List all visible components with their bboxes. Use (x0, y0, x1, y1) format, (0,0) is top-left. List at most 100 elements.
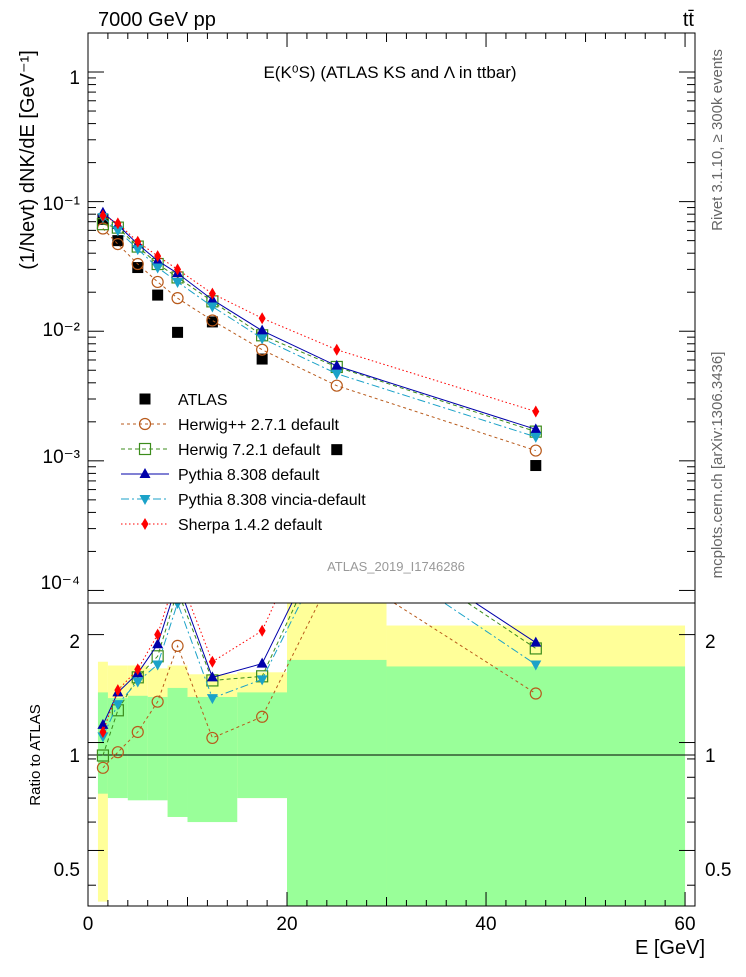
main-point-herwig-2-7-1-default-3 (151, 275, 164, 289)
main-point-sherpa-1-4-2-default-3 (154, 250, 162, 263)
axis-ticks (87, 32, 695, 906)
ratio-band-green-7 (287, 659, 387, 906)
y-tick-main-0.01: 10⁻² (43, 320, 81, 341)
header-right: tt̄ (683, 9, 695, 31)
ratio-band-green-6 (237, 692, 288, 799)
main-point-atlas-7 (331, 444, 343, 456)
ratio-point-pythia-8-308-vincia-default-2 (132, 677, 144, 688)
main-point-sherpa-1-4-2-default-6 (258, 312, 266, 325)
legend-label-sherpa-1-4-2-default: Sherpa 1.4.2 default (178, 517, 323, 534)
ratio-point-herwig-2-7-1-default-2 (131, 725, 144, 739)
ratio-point-pythia-8-308-vincia-default-7 (331, 527, 342, 537)
main-point-sherpa-1-4-2-default-1 (114, 217, 122, 230)
main-point-pythia-8-308-default-8 (530, 423, 542, 434)
legend-label-pythia-8-308-vincia-default: Pythia 8.308 vincia-default (178, 492, 366, 509)
x-axis-label: E [GeV] (635, 937, 705, 959)
legend-label-herwig-2-7-1-default: Herwig++ 2.7.1 default (178, 417, 340, 434)
mcplots-label: mcplots.cern.ch [arXiv:1306.3436] (709, 352, 726, 579)
legend-marker-pythia-8-308-default (139, 468, 151, 478)
ratio-point-herwig-2-7-1-default-5 (206, 731, 219, 745)
main-series-line-herwig-7-2-1-default (102, 223, 536, 433)
main-point-atlas-4 (172, 326, 184, 338)
ratio-point-herwig-7-2-1-default-0 (96, 749, 110, 762)
main-point-pythia-8-308-default-7 (331, 359, 343, 370)
ratio-point-pythia-8-308-default-5 (206, 671, 218, 682)
y-tick-main-1: 1 (69, 68, 80, 89)
y-tick-main-0.001: 10⁻³ (43, 447, 81, 468)
main-point-sherpa-1-4-2-default-8 (532, 405, 540, 418)
main-series-line-pythia-8-308-vincia-default (102, 216, 536, 438)
y-axis-label: (1/Nevt) dNK/dE [GeV⁻¹] (17, 50, 39, 270)
legend-label-herwig-7-2-1-default: Herwig 7.2.1 default (178, 442, 321, 459)
main-point-pythia-8-308-default-6 (256, 324, 268, 335)
main-point-pythia-8-308-vincia-default-5 (206, 302, 218, 313)
y-tick-ratio-1-right: 1 (705, 746, 716, 767)
y-tick-ratio-0.5-right: 0.5 (705, 860, 731, 881)
ratio-point-pythia-8-308-vincia-default-5 (206, 694, 218, 705)
ratio-band-green-5 (187, 696, 238, 823)
ratio-point-herwig-2-7-1-default-3 (151, 695, 164, 708)
x-tick-20: 20 (276, 914, 297, 935)
main-point-sherpa-1-4-2-default-2 (134, 235, 142, 248)
legend-label-atlas: ATLAS (178, 392, 228, 409)
main-point-sherpa-1-4-2-default-5 (208, 287, 216, 300)
ratio-point-pythia-8-308-vincia-default-6 (256, 675, 268, 686)
ratio-point-pythia-8-308-default-0 (97, 718, 109, 729)
main-point-herwig-2-7-1-default-2 (131, 257, 144, 271)
main-point-pythia-8-308-vincia-default-2 (132, 245, 144, 256)
y-tick-ratio-1-left: 1 (69, 746, 80, 767)
ratio-point-herwig-2-7-1-default-4 (171, 639, 184, 653)
main-point-pythia-8-308-vincia-default-4 (172, 277, 184, 288)
main-point-atlas-2 (132, 262, 144, 274)
ratio-point-sherpa-1-4-2-default-6 (258, 624, 266, 637)
ratio-point-sherpa-1-4-2-default-0 (99, 725, 107, 738)
ratio-point-herwig-2-7-1-default-0 (96, 761, 110, 774)
main-point-atlas-1 (112, 235, 124, 247)
y-tick-main-0.1: 10⁻¹ (43, 194, 81, 215)
ratio-band-green-1 (107, 698, 128, 799)
ratio-point-herwig-2-7-1-default-8 (529, 687, 542, 700)
ratio-plot-frame (87, 602, 696, 907)
main-point-sherpa-1-4-2-default-4 (174, 263, 182, 276)
x-tick-40: 40 (475, 914, 496, 935)
y-tick-ratio-0.5-left: 0.5 (54, 860, 80, 881)
ratio-point-herwig-2-7-1-default-1 (111, 746, 124, 759)
main-point-herwig-2-7-1-default-7 (330, 379, 343, 392)
main-plot-series (96, 206, 542, 472)
ratio-point-pythia-8-308-vincia-default-3 (152, 660, 164, 671)
ratio-series-line-pythia-8-308-default (102, 603, 537, 726)
main-point-atlas-6 (256, 353, 268, 365)
ratio-point-herwig-2-7-1-default-6 (256, 710, 269, 723)
ratio-point-pythia-8-308-default-4 (172, 576, 183, 586)
ratio-point-sherpa-1-4-2-default-7 (333, 460, 340, 472)
ratio-point-sherpa-1-4-2-default-1 (114, 684, 122, 697)
main-point-pythia-8-308-vincia-default-8 (530, 432, 542, 443)
legend-marker-sherpa-1-4-2-default (141, 518, 149, 530)
ratio-band-green-3 (147, 696, 168, 801)
main-series-line-sherpa-1-4-2-default (102, 215, 536, 413)
ratio-point-pythia-8-308-default-3 (152, 638, 164, 649)
rivet-version-label: Rivet 3.1.10, ≥ 300k events (709, 49, 726, 231)
ratio-y-axis-label: Ratio to ATLAS (27, 704, 44, 805)
y-tick-ratio-2-left: 2 (69, 632, 80, 653)
main-series-line-pythia-8-308-default (102, 212, 536, 430)
x-tick-60: 60 (674, 914, 695, 935)
ratio-point-herwig-7-2-1-default-4 (172, 585, 183, 596)
ratio-point-pythia-8-308-vincia-default-1 (112, 700, 124, 711)
ratio-point-pythia-8-308-default-6 (256, 657, 268, 668)
legend: ATLAS Herwig++ 2.7.1 default Herwig 7.2.1 … (121, 392, 366, 534)
legend-marker-pythia-8-308-vincia-default (139, 495, 151, 505)
main-point-herwig-2-7-1-default-5 (206, 314, 219, 327)
ratio-point-herwig-7-2-1-default-7 (331, 510, 342, 521)
main-point-herwig-2-7-1-default-4 (171, 292, 184, 305)
watermark-label: ATLAS_2019_I1746286 (327, 559, 465, 574)
main-point-sherpa-1-4-2-default-7 (333, 343, 341, 356)
ratio-band-green-4 (167, 687, 188, 817)
main-point-herwig-2-7-1-default-8 (529, 444, 542, 457)
main-series-line-herwig-2-7-1-default (102, 228, 536, 452)
ratio-point-sherpa-1-4-2-default-2 (134, 663, 142, 676)
legend-label-pythia-8-308-default: Pythia 8.308 default (178, 467, 320, 484)
legend-marker-atlas (139, 393, 151, 405)
ratio-point-sherpa-1-4-2-default-8 (532, 588, 539, 600)
main-point-atlas-3 (152, 289, 164, 301)
